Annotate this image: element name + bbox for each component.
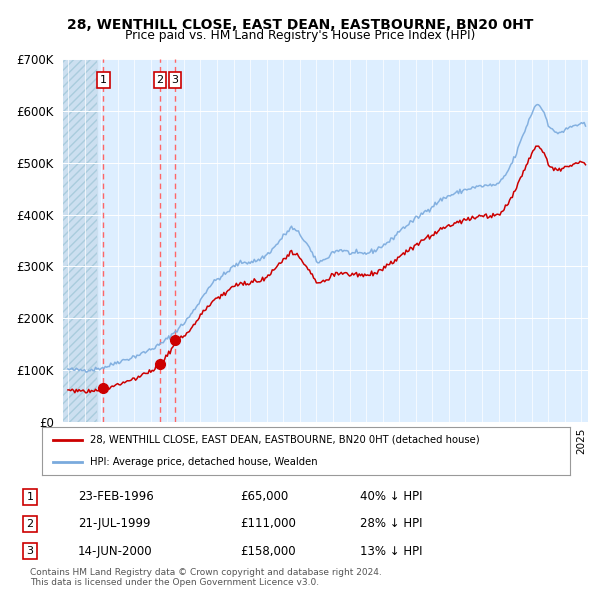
Text: 1: 1	[100, 75, 107, 85]
Text: HPI: Average price, detached house, Wealden: HPI: Average price, detached house, Weal…	[89, 457, 317, 467]
Text: 40% ↓ HPI: 40% ↓ HPI	[360, 490, 422, 503]
Text: 21-JUL-1999: 21-JUL-1999	[78, 517, 151, 530]
Text: 23-FEB-1996: 23-FEB-1996	[78, 490, 154, 503]
Text: This data is licensed under the Open Government Licence v3.0.: This data is licensed under the Open Gov…	[30, 578, 319, 588]
Text: Price paid vs. HM Land Registry's House Price Index (HPI): Price paid vs. HM Land Registry's House …	[125, 30, 475, 42]
Bar	[63, 59, 97, 422]
Bar	[63, 59, 97, 422]
Text: £111,000: £111,000	[240, 517, 296, 530]
Text: Contains HM Land Registry data © Crown copyright and database right 2024.: Contains HM Land Registry data © Crown c…	[30, 568, 382, 577]
Text: £65,000: £65,000	[240, 490, 288, 503]
Text: 3: 3	[26, 546, 34, 556]
Text: 2: 2	[157, 75, 163, 85]
Text: 28% ↓ HPI: 28% ↓ HPI	[360, 517, 422, 530]
Text: £158,000: £158,000	[240, 545, 296, 558]
Text: 2: 2	[26, 519, 34, 529]
Text: 14-JUN-2000: 14-JUN-2000	[78, 545, 152, 558]
Text: 13% ↓ HPI: 13% ↓ HPI	[360, 545, 422, 558]
Text: 3: 3	[171, 75, 178, 85]
Text: 1: 1	[26, 492, 34, 502]
Text: 28, WENTHILL CLOSE, EAST DEAN, EASTBOURNE, BN20 0HT: 28, WENTHILL CLOSE, EAST DEAN, EASTBOURN…	[67, 18, 533, 32]
Text: 28, WENTHILL CLOSE, EAST DEAN, EASTBOURNE, BN20 0HT (detached house): 28, WENTHILL CLOSE, EAST DEAN, EASTBOURN…	[89, 435, 479, 445]
